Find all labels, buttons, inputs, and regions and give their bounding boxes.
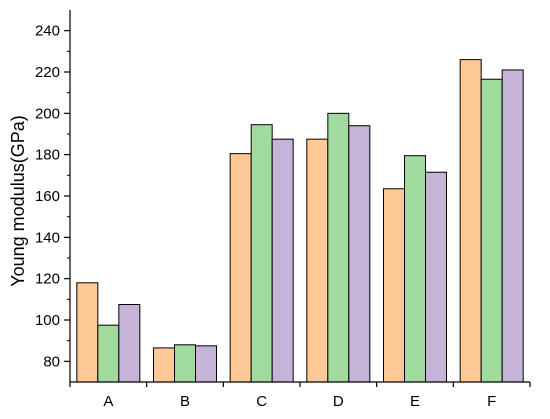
y-axis-title: Young modulus(GPa) — [8, 115, 28, 286]
bar-B-series-1 — [153, 347, 175, 383]
bar-E-series-1 — [383, 188, 405, 383]
bar-C-series-3 — [271, 138, 294, 383]
bar-D-series-3 — [348, 125, 371, 383]
y-tick-label: 240 — [35, 23, 60, 40]
x-tick-label-F: F — [487, 393, 496, 410]
bar-A-series-2 — [97, 324, 120, 383]
x-tick-label-E: E — [410, 393, 420, 410]
x-tick-label-C: C — [256, 393, 267, 410]
bar-F-series-3 — [501, 69, 524, 383]
bar-B-series-2 — [174, 344, 196, 383]
bar-A-series-3 — [118, 304, 141, 383]
y-tick-label: 120 — [35, 271, 60, 288]
bar-C-series-2 — [250, 124, 273, 383]
bar-D-series-2 — [327, 112, 350, 383]
y-tick-label: 200 — [35, 105, 60, 122]
ticks-layer: 80 100 120 140 160 180 200 220 240 A B C D E F — [35, 23, 531, 410]
y-tick-label: 80 — [43, 353, 60, 370]
x-tick-label-A: A — [103, 393, 113, 410]
bar-A-series-1 — [76, 282, 99, 383]
bar-F-series-2 — [480, 78, 503, 383]
bar-F-series-1 — [459, 59, 482, 383]
y-tick-label: 220 — [35, 64, 60, 81]
bar-D-series-1 — [306, 138, 329, 383]
x-tick-label-D: D — [333, 393, 344, 410]
y-tick-label: 180 — [35, 147, 60, 164]
y-tick-label: 100 — [35, 312, 60, 329]
bars-layer — [76, 59, 524, 383]
bar-E-series-3 — [425, 171, 447, 383]
bar-B-series-3 — [195, 345, 217, 383]
y-tick-label: 160 — [35, 188, 60, 205]
bar-C-series-1 — [229, 153, 252, 383]
bar-E-series-2 — [404, 155, 426, 383]
x-tick-label-B: B — [180, 393, 190, 410]
y-tick-label: 140 — [35, 229, 60, 246]
